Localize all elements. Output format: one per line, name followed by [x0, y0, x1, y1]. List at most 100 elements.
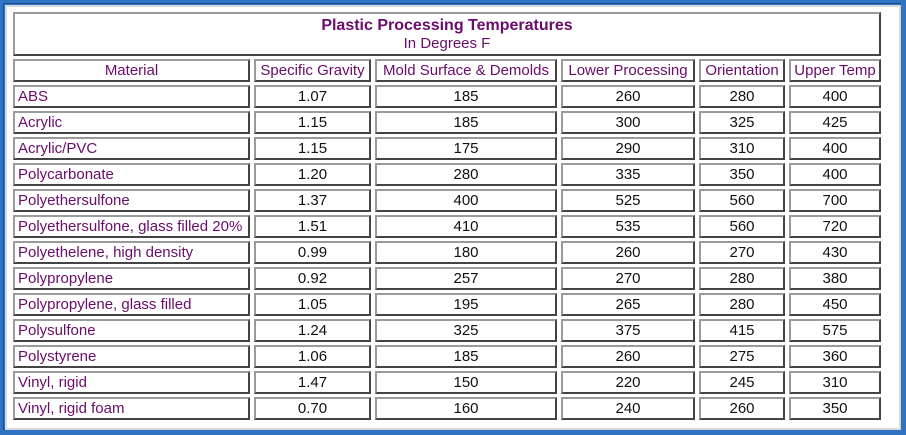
orientation-cell: 275 — [699, 345, 785, 368]
specific-gravity-cell: 1.20 — [254, 163, 371, 186]
mold-surface-cell: 195 — [375, 293, 557, 316]
material-cell: Polysulfone — [13, 319, 250, 342]
specific-gravity-cell: 1.37 — [254, 189, 371, 212]
lower-processing-cell: 260 — [561, 85, 695, 108]
upper-temp-cell: 310 — [789, 371, 881, 394]
specific-gravity-cell: 0.70 — [254, 397, 371, 420]
table-row: Acrylic/PVC 1.15 175 290 310 400 — [13, 137, 881, 160]
table-row: Polysulfone 1.24 325 375 415 575 — [13, 319, 881, 342]
lower-processing-cell: 290 — [561, 137, 695, 160]
specific-gravity-cell: 0.92 — [254, 267, 371, 290]
material-cell: Vinyl, rigid foam — [13, 397, 250, 420]
table-row: Vinyl, rigid 1.47 150 220 245 310 — [13, 371, 881, 394]
table-panel: Plastic Processing Temperatures In Degre… — [5, 5, 901, 430]
material-cell: Polyethersulfone — [13, 189, 250, 212]
specific-gravity-cell: 1.07 — [254, 85, 371, 108]
upper-temp-cell: 380 — [789, 267, 881, 290]
specific-gravity-cell: 1.15 — [254, 137, 371, 160]
table-row: ABS 1.07 185 260 280 400 — [13, 85, 881, 108]
mold-surface-cell: 185 — [375, 85, 557, 108]
orientation-cell: 325 — [699, 111, 785, 134]
mold-surface-cell: 410 — [375, 215, 557, 238]
upper-temp-cell: 720 — [789, 215, 881, 238]
table-row: Polypropylene, glass filled 1.05 195 265 280… — [13, 293, 881, 316]
table-row: Polycarbonate 1.20 280 335 350 400 — [13, 163, 881, 186]
table-title-cell: Plastic Processing Temperatures In Degre… — [13, 12, 881, 56]
material-cell: Polycarbonate — [13, 163, 250, 186]
material-cell: Acrylic/PVC — [13, 137, 250, 160]
table-row: Polystyrene 1.06 185 260 275 360 — [13, 345, 881, 368]
material-cell: Polypropylene — [13, 267, 250, 290]
column-header-orientation: Orientation — [699, 59, 785, 82]
upper-temp-cell: 425 — [789, 111, 881, 134]
upper-temp-cell: 350 — [789, 397, 881, 420]
material-cell: Polyethersulfone, glass filled 20% — [13, 215, 250, 238]
table-row: Vinyl, rigid foam 0.70 160 240 260 350 — [13, 397, 881, 420]
orientation-cell: 310 — [699, 137, 785, 160]
lower-processing-cell: 260 — [561, 345, 695, 368]
upper-temp-cell: 400 — [789, 137, 881, 160]
lower-processing-cell: 220 — [561, 371, 695, 394]
table-subtitle: In Degrees F — [403, 34, 491, 52]
table-row: Acrylic 1.15 185 300 325 425 — [13, 111, 881, 134]
orientation-cell: 415 — [699, 319, 785, 342]
material-cell: Polypropylene, glass filled — [13, 293, 250, 316]
table-row: Polypropylene 0.92 257 270 280 380 — [13, 267, 881, 290]
orientation-cell: 280 — [699, 85, 785, 108]
specific-gravity-cell: 0.99 — [254, 241, 371, 264]
table-row: Polyethersulfone 1.37 400 525 560 700 — [13, 189, 881, 212]
mold-surface-cell: 400 — [375, 189, 557, 212]
processing-temperature-table: Plastic Processing Temperatures In Degre… — [9, 9, 885, 423]
specific-gravity-cell: 1.47 — [254, 371, 371, 394]
material-cell: ABS — [13, 85, 250, 108]
upper-temp-cell: 575 — [789, 319, 881, 342]
lower-processing-cell: 335 — [561, 163, 695, 186]
upper-temp-cell: 360 — [789, 345, 881, 368]
orientation-cell: 260 — [699, 397, 785, 420]
mold-surface-cell: 150 — [375, 371, 557, 394]
orientation-cell: 350 — [699, 163, 785, 186]
material-cell: Acrylic — [13, 111, 250, 134]
table-row: Polyethersulfone, glass filled 20% 1.51 41… — [13, 215, 881, 238]
lower-processing-cell: 535 — [561, 215, 695, 238]
specific-gravity-cell: 1.05 — [254, 293, 371, 316]
upper-temp-cell: 400 — [789, 163, 881, 186]
upper-temp-cell: 700 — [789, 189, 881, 212]
mold-surface-cell: 257 — [375, 267, 557, 290]
mold-surface-cell: 160 — [375, 397, 557, 420]
orientation-cell: 245 — [699, 371, 785, 394]
material-cell: Polyethelene, high density — [13, 241, 250, 264]
table-body: ABS 1.07 185 260 280 400 Acrylic 1.15 185 300 325 4… — [13, 85, 881, 420]
lower-processing-cell: 240 — [561, 397, 695, 420]
material-cell: Polystyrene — [13, 345, 250, 368]
orientation-cell: 280 — [699, 267, 785, 290]
lower-processing-cell: 265 — [561, 293, 695, 316]
column-header-lower-processing: Lower Processing — [561, 59, 695, 82]
table-title: Plastic Processing Temperatures — [321, 16, 573, 34]
mold-surface-cell: 180 — [375, 241, 557, 264]
lower-processing-cell: 260 — [561, 241, 695, 264]
specific-gravity-cell: 1.15 — [254, 111, 371, 134]
mold-surface-cell: 175 — [375, 137, 557, 160]
specific-gravity-cell: 1.06 — [254, 345, 371, 368]
mold-surface-cell: 280 — [375, 163, 557, 186]
lower-processing-cell: 525 — [561, 189, 695, 212]
column-header-specific-gravity: Specific Gravity — [254, 59, 371, 82]
table-row: Polyethelene, high density 0.99 180 260 270 4… — [13, 241, 881, 264]
lower-processing-cell: 270 — [561, 267, 695, 290]
upper-temp-cell: 450 — [789, 293, 881, 316]
orientation-cell: 270 — [699, 241, 785, 264]
specific-gravity-cell: 1.51 — [254, 215, 371, 238]
column-header-material: Material — [13, 59, 250, 82]
orientation-cell: 560 — [699, 215, 785, 238]
orientation-cell: 280 — [699, 293, 785, 316]
material-cell: Vinyl, rigid — [13, 371, 250, 394]
header-row: Material Specific Gravity Mold Surface &… — [13, 59, 881, 82]
mold-surface-cell: 185 — [375, 111, 557, 134]
lower-processing-cell: 375 — [561, 319, 695, 342]
upper-temp-cell: 400 — [789, 85, 881, 108]
column-header-upper-temp: Upper Temp — [789, 59, 881, 82]
mold-surface-cell: 325 — [375, 319, 557, 342]
orientation-cell: 560 — [699, 189, 785, 212]
column-header-mold-surface: Mold Surface & Demolds — [375, 59, 557, 82]
